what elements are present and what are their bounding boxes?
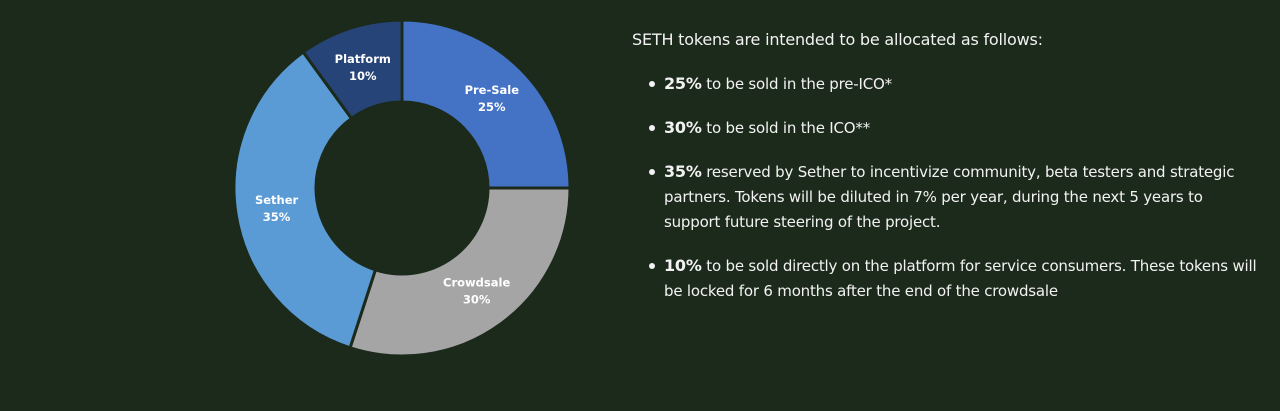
slice-value-label: 25%: [478, 100, 506, 114]
allocation-list: 25% to be sold in the pre-ICO* 30% to be…: [632, 71, 1262, 304]
bullet-icon: [649, 125, 655, 131]
bullet-icon: [649, 169, 655, 175]
list-item: 30% to be sold in the ICO**: [632, 115, 1262, 141]
item-text: to be sold in the pre-ICO*: [701, 75, 892, 93]
slice-pre-sale: [400, 18, 572, 190]
item-percent: 10%: [664, 256, 702, 275]
slice-sether: [232, 49, 378, 350]
list-item: 10% to be sold directly on the platform …: [632, 253, 1262, 304]
item-percent: 25%: [664, 74, 702, 93]
donut-chart: Pre-Sale 25% Crowdsale 30% Sether 35% Platform…: [0, 0, 620, 411]
item-text: to be sold directly on the platform for …: [664, 257, 1257, 300]
allocation-text-panel: SETH tokens are intended to be allocated…: [632, 28, 1262, 322]
slice-value-label: 30%: [463, 293, 491, 307]
intro-text: SETH tokens are intended to be allocated…: [632, 30, 1043, 49]
slice-label: Pre-Sale: [465, 83, 520, 97]
donut-chart-svg: Pre-Sale 25% Crowdsale 30% Sether 35% Platform…: [232, 18, 572, 358]
item-text: reserved by Sether to incentivize commun…: [664, 163, 1235, 231]
slice-value-label: 35%: [263, 210, 291, 224]
bullet-icon: [649, 81, 655, 87]
slice-label: Crowdsale: [443, 276, 510, 290]
slice-value-label: 10%: [349, 69, 377, 83]
item-percent: 35%: [664, 162, 702, 181]
slice-label: Platform: [335, 52, 391, 66]
bullet-icon: [649, 263, 655, 269]
list-item: 35% reserved by Sether to incentivize co…: [632, 159, 1262, 235]
list-item: 25% to be sold in the pre-ICO*: [632, 71, 1262, 97]
slice-label: Sether: [255, 193, 299, 207]
item-text: to be sold in the ICO**: [701, 119, 870, 137]
slice-platform: [301, 18, 404, 121]
item-percent: 30%: [664, 118, 702, 137]
slice-crowdsale: [348, 186, 572, 358]
